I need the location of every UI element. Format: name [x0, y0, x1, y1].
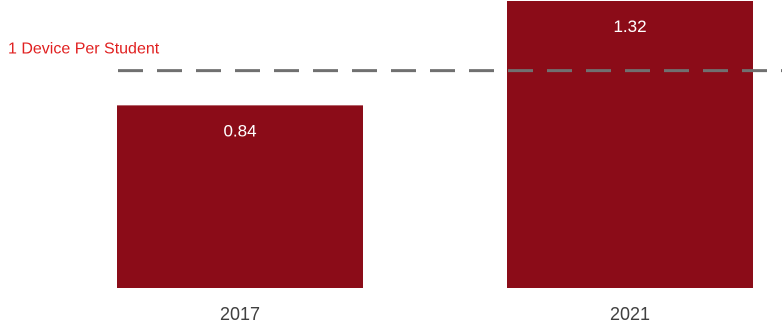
- bar-2017: [117, 105, 363, 288]
- x-tick-label-2021: 2021: [610, 304, 650, 324]
- data-label-2021: 1.32: [613, 17, 646, 36]
- data-label-2017: 0.84: [223, 121, 256, 140]
- bar-2021: [507, 1, 753, 288]
- reference-line-label: 1 Device Per Student: [8, 41, 160, 58]
- labels-layer: 0.84 2017 1.32 2021 1 Device Per Student: [8, 17, 650, 324]
- x-tick-label-2017: 2017: [220, 304, 260, 324]
- bars-layer: [117, 1, 753, 288]
